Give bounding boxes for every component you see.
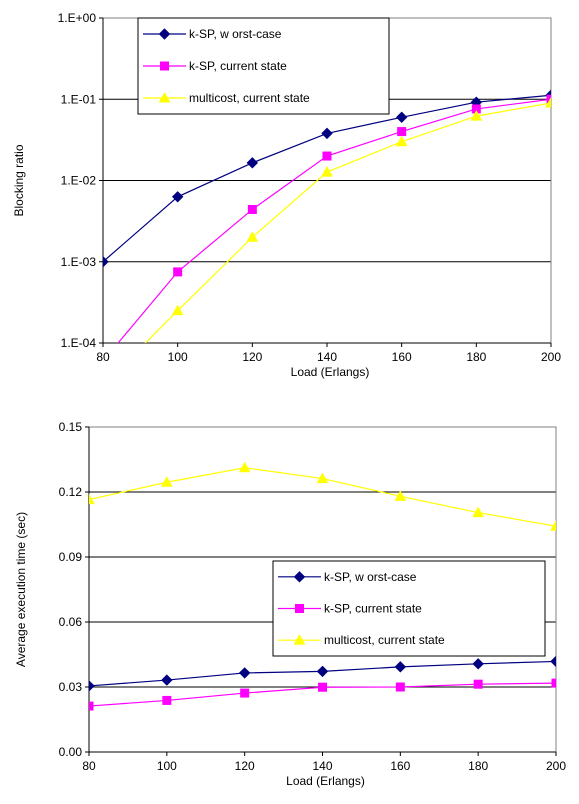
x-tick-label: 120 [242,350,262,364]
y-tick-label: 0.03 [59,680,83,694]
series-layer [89,461,556,711]
x-tick-label: 200 [546,759,566,773]
x-tick-label: 100 [157,759,177,773]
x-tick-label: 120 [235,759,255,773]
data-point [316,472,329,484]
legend-marker [158,91,171,103]
y-tick-label: 0.15 [59,420,83,434]
data-point [394,661,407,673]
y-tick-label: 1.E+00 [58,11,97,25]
data-point [473,679,483,689]
data-point [162,695,172,705]
x-axis-title: Load (Erlangs) [291,365,370,379]
data-point [240,688,250,698]
legend-entry: k-SP, w orst-case [189,27,282,41]
execution-time-chart: 0.00 0.03 0.06 0.09 0.12 0.15 80 100 120 140 160 18… [14,420,566,788]
data-point [89,493,95,505]
data-point [550,520,556,531]
x-tick-label: 80 [82,759,96,773]
data-point [472,658,484,670]
legend-marker [293,571,306,583]
data-point [470,110,483,121]
data-point [246,157,259,169]
y-tick-label: 1.E-01 [61,92,97,106]
data-point [160,476,173,487]
data-point [321,166,333,177]
y-tick-label: 0.09 [59,550,83,564]
data-point [395,111,408,123]
data-point [322,151,332,161]
legend-marker [295,604,304,613]
x-axis-title: Load (Erlangs) [286,774,365,788]
legend-marker [158,28,171,40]
data-point [394,490,407,501]
legend: k-SP, w orst-case k-SP, current state mult… [272,560,546,657]
legend-entry: k-SP, w orst-case [324,570,417,584]
data-point [89,680,95,692]
data-point [171,304,184,316]
series-line-1 [103,94,551,263]
y-tick-label: 1.E-04 [61,336,97,350]
data-point [321,127,333,140]
data-point [103,256,109,268]
y-tick-label: 1.E-02 [61,174,97,188]
x-tick-label: 180 [466,350,486,364]
legend-entry: k-SP, current state [189,59,287,73]
y-tick-label: 0.00 [59,745,83,759]
data-point [173,267,183,277]
data-point [161,674,173,686]
y-axis-title: Average execution time (sec) [14,512,28,667]
blocking-ratio-chart: 1.E-04 1.E-03 1.E-02 1.E-01 1.E+00 80 100 120 14… [12,11,561,379]
x-tick-label: 200 [541,350,561,364]
data-point [89,701,94,711]
data-point [397,127,407,137]
data-point [395,135,408,147]
x-tick-label: 140 [312,759,332,773]
y-tick-label: 0.06 [59,615,83,629]
legend-marker [160,61,169,71]
x-tick-label: 180 [468,759,488,773]
data-point [238,461,251,473]
data-point [550,655,556,668]
y-axis-title: Blocking ratio [12,144,26,216]
data-point [546,94,551,104]
data-point [316,665,329,678]
y-tick-label: 1.E-03 [61,255,97,269]
data-point [246,231,259,242]
legend: k-SP, w orst-case k-SP, current state mult… [137,17,390,115]
data-point [318,682,327,692]
data-point [395,682,405,692]
data-point [171,191,184,203]
x-tick-label: 160 [392,350,412,364]
x-tick-label: 100 [168,350,188,364]
legend-entry: multicost, current state [189,91,310,105]
x-tick-label: 140 [317,350,337,364]
data-point [545,96,551,108]
legend-marker [293,634,306,645]
data-point [247,204,257,214]
x-tick-label: 160 [390,759,410,773]
data-point [551,678,556,688]
data-point [238,667,251,679]
legend-entry: k-SP, current state [324,602,422,616]
y-tick-label: 0.12 [59,485,83,499]
x-tick-label: 80 [96,350,110,364]
series-layer [103,89,551,343]
legend-entry: multicost, current state [324,633,445,647]
data-point [472,506,485,518]
